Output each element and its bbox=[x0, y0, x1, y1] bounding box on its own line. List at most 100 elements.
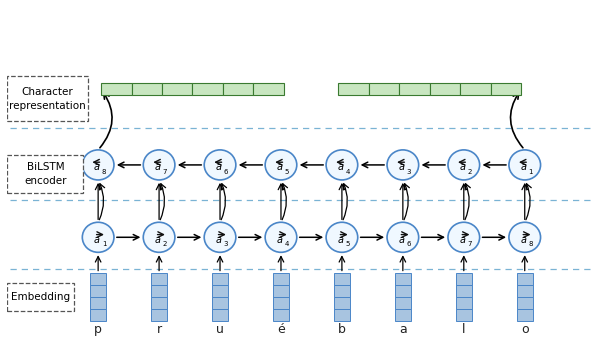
Text: 1: 1 bbox=[528, 169, 533, 175]
FancyBboxPatch shape bbox=[517, 273, 533, 285]
FancyBboxPatch shape bbox=[491, 83, 521, 95]
Text: a: a bbox=[216, 162, 222, 172]
FancyBboxPatch shape bbox=[212, 273, 228, 285]
FancyBboxPatch shape bbox=[456, 273, 472, 285]
FancyBboxPatch shape bbox=[90, 285, 106, 297]
FancyBboxPatch shape bbox=[456, 285, 472, 297]
FancyBboxPatch shape bbox=[517, 297, 533, 309]
Circle shape bbox=[509, 222, 541, 252]
Text: 4: 4 bbox=[285, 241, 289, 247]
Text: 1: 1 bbox=[102, 241, 106, 247]
FancyBboxPatch shape bbox=[273, 273, 289, 285]
FancyBboxPatch shape bbox=[7, 284, 74, 311]
Circle shape bbox=[83, 150, 114, 180]
FancyBboxPatch shape bbox=[151, 285, 168, 297]
FancyBboxPatch shape bbox=[223, 83, 254, 95]
Text: 7: 7 bbox=[163, 169, 167, 175]
FancyBboxPatch shape bbox=[456, 309, 472, 321]
FancyBboxPatch shape bbox=[162, 83, 192, 95]
Text: 8: 8 bbox=[102, 169, 106, 175]
Text: p: p bbox=[94, 323, 102, 336]
Text: 2: 2 bbox=[163, 241, 167, 247]
FancyBboxPatch shape bbox=[394, 309, 411, 321]
Circle shape bbox=[326, 222, 358, 252]
FancyBboxPatch shape bbox=[7, 76, 88, 121]
Circle shape bbox=[265, 150, 297, 180]
FancyBboxPatch shape bbox=[151, 297, 168, 309]
FancyBboxPatch shape bbox=[273, 309, 289, 321]
Text: é: é bbox=[277, 323, 285, 336]
Text: r: r bbox=[156, 323, 162, 336]
Text: BiLSTM
encoder: BiLSTM encoder bbox=[24, 162, 67, 186]
FancyBboxPatch shape bbox=[460, 83, 491, 95]
FancyBboxPatch shape bbox=[212, 285, 228, 297]
FancyBboxPatch shape bbox=[399, 83, 430, 95]
FancyBboxPatch shape bbox=[90, 297, 106, 309]
Circle shape bbox=[83, 222, 114, 252]
Text: a: a bbox=[460, 162, 466, 172]
Circle shape bbox=[387, 222, 419, 252]
Text: 6: 6 bbox=[223, 169, 228, 175]
Text: 7: 7 bbox=[467, 241, 472, 247]
FancyBboxPatch shape bbox=[90, 309, 106, 321]
FancyBboxPatch shape bbox=[334, 309, 350, 321]
FancyBboxPatch shape bbox=[517, 285, 533, 297]
Text: 4: 4 bbox=[346, 169, 350, 175]
FancyBboxPatch shape bbox=[212, 297, 228, 309]
FancyBboxPatch shape bbox=[90, 273, 106, 285]
FancyBboxPatch shape bbox=[394, 285, 411, 297]
Circle shape bbox=[204, 150, 236, 180]
Text: a: a bbox=[216, 235, 222, 245]
Text: a: a bbox=[338, 162, 344, 172]
FancyBboxPatch shape bbox=[273, 285, 289, 297]
FancyBboxPatch shape bbox=[394, 297, 411, 309]
FancyBboxPatch shape bbox=[7, 155, 84, 193]
Text: a: a bbox=[460, 235, 466, 245]
Text: b: b bbox=[338, 323, 346, 336]
FancyBboxPatch shape bbox=[334, 285, 350, 297]
FancyBboxPatch shape bbox=[394, 273, 411, 285]
FancyBboxPatch shape bbox=[339, 83, 369, 95]
Text: o: o bbox=[521, 323, 529, 336]
Circle shape bbox=[143, 150, 175, 180]
Text: u: u bbox=[216, 323, 224, 336]
Text: 5: 5 bbox=[285, 169, 289, 175]
FancyBboxPatch shape bbox=[151, 273, 168, 285]
Text: a: a bbox=[155, 235, 161, 245]
Text: a: a bbox=[155, 162, 161, 172]
Text: a: a bbox=[520, 162, 526, 172]
Text: 3: 3 bbox=[406, 169, 411, 175]
Text: a: a bbox=[338, 235, 344, 245]
FancyBboxPatch shape bbox=[369, 83, 399, 95]
Text: a: a bbox=[277, 162, 283, 172]
Text: a: a bbox=[94, 235, 100, 245]
Text: 2: 2 bbox=[467, 169, 472, 175]
FancyBboxPatch shape bbox=[456, 297, 472, 309]
FancyBboxPatch shape bbox=[334, 273, 350, 285]
Text: a: a bbox=[520, 235, 526, 245]
FancyBboxPatch shape bbox=[131, 83, 162, 95]
Circle shape bbox=[143, 222, 175, 252]
Text: Character
representation: Character representation bbox=[10, 87, 86, 111]
Circle shape bbox=[265, 222, 297, 252]
Text: a: a bbox=[399, 235, 405, 245]
Text: Embedding: Embedding bbox=[11, 292, 70, 303]
FancyBboxPatch shape bbox=[192, 83, 223, 95]
Text: a: a bbox=[94, 162, 100, 172]
FancyBboxPatch shape bbox=[254, 83, 284, 95]
FancyBboxPatch shape bbox=[151, 309, 168, 321]
Circle shape bbox=[509, 150, 541, 180]
Text: 5: 5 bbox=[346, 241, 350, 247]
FancyBboxPatch shape bbox=[430, 83, 460, 95]
FancyBboxPatch shape bbox=[212, 309, 228, 321]
Text: 3: 3 bbox=[223, 241, 228, 247]
Text: 6: 6 bbox=[406, 241, 411, 247]
Circle shape bbox=[326, 150, 358, 180]
FancyBboxPatch shape bbox=[101, 83, 131, 95]
Circle shape bbox=[204, 222, 236, 252]
Circle shape bbox=[387, 150, 419, 180]
FancyBboxPatch shape bbox=[273, 297, 289, 309]
Text: a: a bbox=[277, 235, 283, 245]
Text: a: a bbox=[399, 323, 407, 336]
Text: 8: 8 bbox=[528, 241, 533, 247]
